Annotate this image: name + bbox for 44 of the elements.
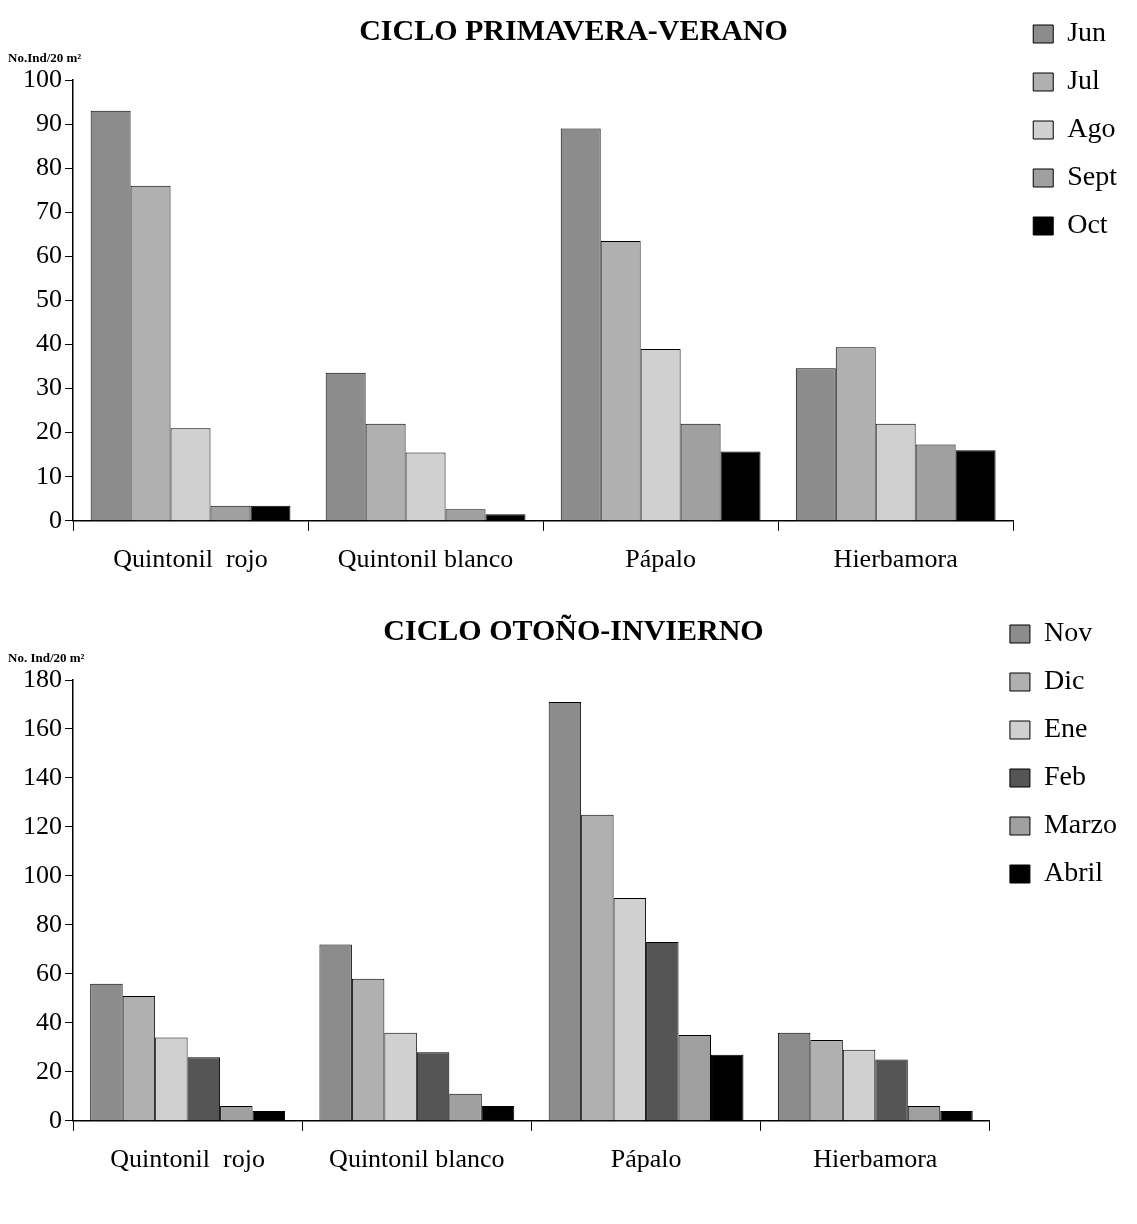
legend-label: Marzo	[1043, 808, 1117, 840]
y-tick-label: 60	[36, 240, 62, 270]
x-tick-label: Pápalo	[625, 544, 697, 574]
y-tick-label: 60	[36, 957, 62, 987]
y-tick-label: 180	[23, 663, 62, 693]
x-tick-label: Quintonil rojo	[113, 544, 268, 574]
y-tick-label: 140	[23, 761, 62, 791]
y-tick-label: 50	[36, 284, 62, 314]
y-tick-label: 100	[23, 63, 62, 93]
legend-label: Oct	[1067, 208, 1108, 240]
y-tick-label: 0	[49, 1104, 62, 1134]
x-tick-label: Quintonil rojo	[110, 1144, 265, 1174]
legend-label: Dic	[1043, 664, 1085, 696]
x-tick-label: Quintonil blanco	[337, 544, 514, 574]
x-tick-label: Hierbamora	[833, 544, 959, 574]
y-tick-label: 90	[36, 107, 62, 137]
legend-label: Nov	[1043, 616, 1093, 648]
y-tick-label: 120	[23, 810, 62, 840]
y-tick-label: 40	[36, 1006, 62, 1036]
y-tick-label: 20	[36, 1055, 62, 1085]
y-tick-label: 0	[49, 504, 62, 534]
y-axis-title: No. Ind/20 m²	[8, 650, 85, 666]
y-tick-label: 30	[36, 372, 62, 402]
chart-title: CICLO OTOÑO-INVIERNO	[383, 612, 764, 646]
x-tick-label: Quintonil blanco	[329, 1144, 505, 1174]
y-tick-label: 10	[36, 460, 62, 490]
y-tick-label: 80	[36, 151, 62, 181]
y-tick-label: 70	[36, 196, 62, 226]
legend-label: Jun	[1067, 16, 1107, 48]
y-tick-label: 20	[36, 416, 62, 446]
x-tick-label: Pápalo	[610, 1144, 682, 1174]
legend-label: Sept	[1067, 160, 1118, 192]
legend-label: Feb	[1043, 760, 1086, 792]
y-tick-label: 160	[23, 712, 62, 742]
legend-label: Jul	[1067, 64, 1101, 96]
chart-title: CICLO PRIMAVERA-VERANO	[359, 12, 788, 46]
y-tick-label: 100	[23, 859, 62, 889]
legend-label: Ene	[1043, 712, 1088, 744]
y-tick-label: 80	[36, 908, 62, 938]
y-axis-title: No.Ind/20 m²	[8, 50, 82, 66]
x-tick-label: Hierbamora	[813, 1144, 938, 1174]
legend-label: Ago	[1067, 112, 1116, 144]
y-tick-label: 40	[36, 328, 62, 358]
legend-label: Abril	[1043, 856, 1104, 888]
